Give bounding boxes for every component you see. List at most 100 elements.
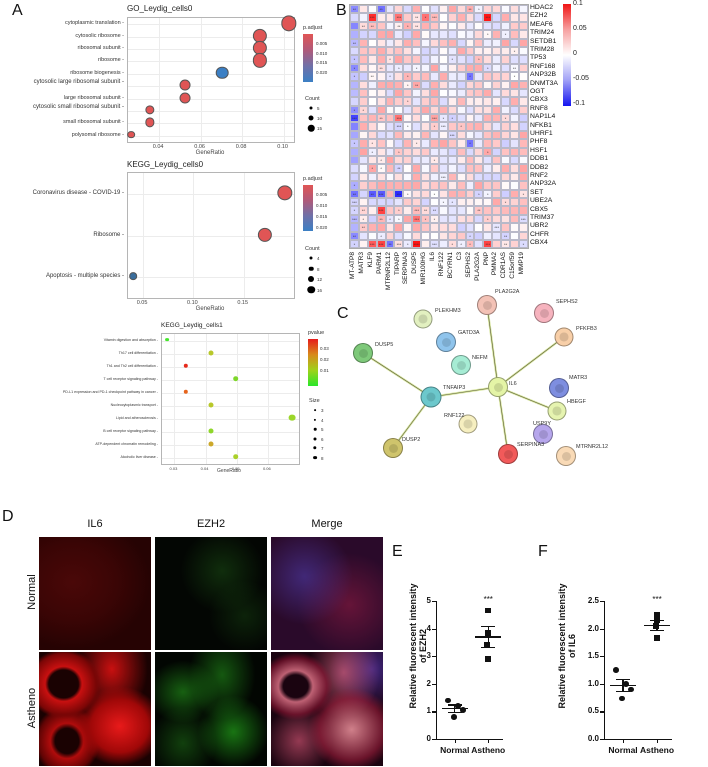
heatmap-cell bbox=[421, 63, 431, 73]
heatmap-cell bbox=[438, 55, 448, 64]
panel-label-b: B bbox=[336, 2, 347, 19]
node-matr3[interactable] bbox=[549, 378, 569, 398]
heatmap-cell bbox=[385, 164, 395, 173]
node-label: PLA2G2A bbox=[495, 289, 520, 295]
heatmap-cell bbox=[510, 197, 519, 207]
x-tick-label: 0.08 bbox=[235, 144, 247, 150]
heatmap-cell bbox=[510, 88, 519, 98]
x-tick-label: 0.05 bbox=[136, 300, 148, 306]
heatmap-cell bbox=[350, 122, 359, 131]
node-nefm[interactable] bbox=[451, 355, 471, 375]
node-mtrnr2l12[interactable] bbox=[556, 446, 576, 466]
heatmap-cell: * bbox=[350, 239, 359, 249]
heatmap-cell bbox=[501, 97, 511, 106]
heatmap-cell bbox=[430, 72, 439, 81]
heatmap-cell: ** bbox=[358, 206, 368, 215]
heatmap-cell bbox=[421, 164, 431, 173]
node-serpina3[interactable] bbox=[498, 444, 518, 464]
heatmap-cell bbox=[492, 181, 502, 190]
heatmap-cell: * bbox=[403, 122, 413, 131]
heatmap-cell bbox=[474, 114, 484, 123]
heatmap-cell bbox=[358, 80, 368, 89]
heatmap-cell bbox=[501, 214, 511, 224]
heatmap-cell: * bbox=[465, 139, 475, 148]
heatmap-cell bbox=[456, 21, 466, 31]
heatmap-cell bbox=[385, 231, 395, 240]
heatmap-cell bbox=[447, 231, 457, 240]
node-label: PLEKHM3 bbox=[435, 308, 461, 314]
y-axis-line bbox=[436, 601, 438, 739]
heatmap-row-label: EZH2 bbox=[530, 12, 548, 20]
heatmap-cell bbox=[456, 97, 466, 106]
node-dusp2[interactable] bbox=[383, 438, 403, 458]
heatmap-cell bbox=[438, 214, 448, 224]
node-rnf122[interactable] bbox=[458, 414, 478, 434]
node-tnfaip3[interactable] bbox=[420, 386, 442, 408]
heatmap-cell: * bbox=[385, 214, 395, 224]
heatmap-row-label: HSF1 bbox=[530, 146, 548, 154]
data-point bbox=[145, 105, 155, 115]
heatmap-cell bbox=[385, 223, 395, 232]
node-il6[interactable] bbox=[488, 377, 508, 397]
heatmap-cell bbox=[501, 105, 511, 115]
data-point bbox=[252, 53, 267, 68]
node-gatd3a[interactable] bbox=[436, 332, 456, 352]
heatmap-cell: * bbox=[518, 239, 528, 249]
panel-label-a: A bbox=[12, 2, 23, 19]
heatmap-cell: * bbox=[483, 189, 493, 198]
node-hbegf[interactable] bbox=[547, 401, 567, 421]
heatmap-cell: *** bbox=[350, 214, 359, 224]
term-label: PD-L1 expression and PD-1 checkpoint pat… bbox=[62, 389, 158, 394]
data-point bbox=[129, 272, 137, 280]
heatmap-cell bbox=[430, 105, 439, 115]
heatmap-row-label: DDB1 bbox=[530, 155, 549, 163]
size-legend-dot bbox=[313, 446, 317, 450]
y-tick-label: 2 bbox=[426, 678, 431, 688]
heatmap-cell: * bbox=[367, 164, 377, 173]
heatmap-cell bbox=[474, 46, 484, 56]
x-tick-label: 0.04 bbox=[152, 144, 164, 150]
node-usp9y[interactable] bbox=[533, 424, 553, 444]
node-pfkfb3[interactable] bbox=[554, 327, 574, 347]
heatmap-cell: ** bbox=[376, 114, 386, 123]
heatmap-cell bbox=[430, 80, 439, 89]
heatmap-cell: ** bbox=[501, 231, 511, 240]
heatmap-row-label: OGT bbox=[530, 88, 545, 95]
sem-bar bbox=[454, 705, 456, 713]
heatmap-row-label: CBX4 bbox=[530, 239, 548, 247]
x-tick-label: 0.06 bbox=[262, 466, 271, 471]
data-point-normal bbox=[619, 695, 625, 702]
heatmap-cell bbox=[501, 88, 511, 98]
heatmap-cell bbox=[501, 5, 511, 14]
heatmap-cell bbox=[438, 5, 448, 14]
node-sephs2[interactable] bbox=[534, 303, 554, 323]
image-normal-il6 bbox=[39, 537, 151, 650]
y-tick-label: 3 bbox=[426, 651, 431, 661]
heatmap-cell bbox=[367, 223, 377, 232]
heatmap-cell bbox=[447, 5, 457, 14]
size-tick: 7 bbox=[321, 446, 324, 451]
heatmap-cell bbox=[403, 231, 413, 240]
node-pla2g2a[interactable] bbox=[477, 295, 497, 315]
heatmap-cell bbox=[438, 139, 448, 148]
heatmap-cell bbox=[492, 130, 502, 140]
node-dusp5[interactable] bbox=[353, 343, 373, 363]
heatmap-cell bbox=[430, 30, 439, 39]
y-tick-label: 5 bbox=[426, 596, 431, 605]
heatmap-cell bbox=[412, 5, 422, 14]
heatmap-cell bbox=[350, 30, 359, 39]
node-label: GATD3A bbox=[458, 330, 480, 336]
gridline-v bbox=[174, 334, 176, 464]
heatmap-cell bbox=[376, 223, 386, 232]
heatmap-cell bbox=[385, 105, 395, 115]
heatmap-cell bbox=[447, 38, 457, 47]
heatmap-cell bbox=[474, 122, 484, 131]
heatmap-cell bbox=[358, 189, 368, 198]
heatmap-cell bbox=[501, 181, 511, 190]
node-plekhm3[interactable] bbox=[413, 309, 433, 329]
size-legend-title: Count bbox=[305, 246, 320, 252]
heatmap-cell bbox=[385, 30, 395, 39]
heatmap-cell: * bbox=[403, 80, 413, 89]
heatmap-cell bbox=[394, 156, 404, 165]
heatmap-cell bbox=[421, 114, 431, 123]
